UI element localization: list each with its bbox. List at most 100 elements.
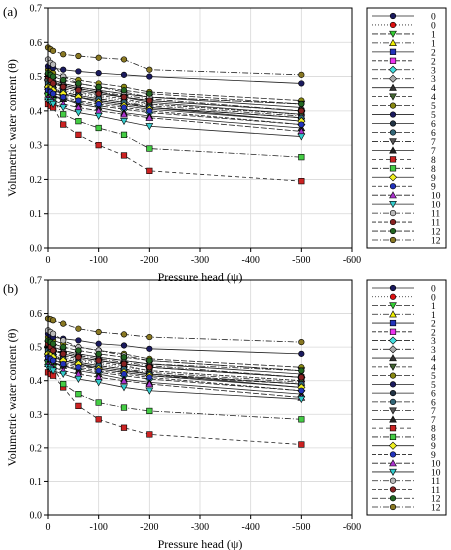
x-tick-label: -600 [343, 255, 361, 266]
data-point [95, 90, 102, 97]
legend-marker [389, 111, 397, 118]
x-tick-label: -300 [191, 255, 209, 266]
data-point [94, 379, 103, 387]
legend-entry: 2 [372, 320, 436, 330]
y-axis-title: Volumetric water content (θ) [5, 329, 19, 467]
data-point [75, 97, 82, 104]
data-point [94, 112, 103, 120]
legend-marker [389, 415, 397, 423]
legend-label: 6 [431, 129, 436, 139]
data-point [75, 87, 82, 94]
legend-label: 10 [431, 468, 441, 478]
data-point [74, 109, 83, 117]
legend-label: 12 [431, 504, 441, 514]
legend-label: 8 [431, 425, 436, 435]
data-point [75, 68, 82, 75]
data-point [95, 83, 102, 90]
data-point [49, 47, 57, 54]
legend-entry: 12 [372, 495, 441, 505]
data-point [298, 441, 305, 448]
data-point [297, 133, 306, 141]
data-point [60, 337, 67, 344]
data-point [95, 357, 102, 364]
x-tick-label: 0 [46, 255, 51, 266]
legend-label: 5 [431, 102, 436, 112]
data-point [49, 340, 57, 347]
legend-entry: 10 [372, 468, 441, 478]
data-point [60, 66, 67, 73]
series-line [47, 47, 302, 76]
data-point [146, 145, 153, 152]
legend-entry: 3 [372, 74, 436, 85]
legend-marker [388, 74, 398, 83]
legend-marker [389, 398, 397, 405]
legend-marker [389, 48, 397, 55]
legend-entry: 7 [372, 415, 436, 426]
y-tick-label: 0.6 [30, 309, 43, 320]
legend-label: 12 [431, 495, 441, 505]
legend-label: 7 [431, 138, 436, 148]
data-point [298, 100, 305, 108]
data-point [60, 344, 67, 351]
legend-label: 6 [431, 390, 436, 400]
legend-marker [389, 319, 397, 327]
legend-entry: 8 [372, 433, 436, 443]
legend-marker [389, 486, 397, 493]
data-point [145, 123, 154, 131]
data-point [145, 113, 154, 121]
legend-label: 3 [431, 346, 436, 356]
series-12 [44, 315, 305, 346]
legend-entry: 2 [372, 328, 436, 338]
y-tick-label: 0.2 [30, 443, 43, 454]
legend-entry: 8 [372, 156, 436, 166]
data-point [95, 399, 102, 406]
legend-entry: 4 [372, 354, 436, 365]
data-point [146, 66, 153, 73]
y-tick-label: 0.3 [30, 410, 43, 421]
data-point [75, 391, 82, 398]
legend-entry: 11 [372, 486, 440, 496]
legend-label: 7 [431, 407, 436, 417]
data-point [120, 110, 128, 118]
series-line [47, 343, 302, 378]
x-tick-label: -400 [241, 255, 259, 266]
legend-marker [389, 138, 397, 146]
legend-marker [389, 183, 397, 190]
legend-marker [389, 12, 397, 20]
series-5 [44, 63, 305, 87]
data-point [298, 416, 305, 423]
series-line [47, 76, 302, 112]
data-point [49, 100, 57, 108]
y-tick-label: 0.6 [30, 38, 43, 49]
data-point [75, 364, 82, 371]
legend-label: 5 [431, 381, 436, 391]
legend-label: 0 [431, 293, 436, 303]
data-point [60, 380, 67, 388]
data-point [120, 71, 128, 78]
series-line [47, 343, 302, 372]
data-point [49, 367, 57, 375]
series-line [47, 353, 302, 388]
legend-label: 8 [431, 156, 436, 166]
y-tick-label: 0.3 [30, 141, 43, 152]
legend-entry: 5 [372, 102, 436, 112]
legend-marker [389, 210, 397, 217]
legend-entry: 3 [372, 336, 436, 347]
data-point [146, 364, 153, 371]
legend-label: 7 [431, 416, 436, 426]
legend-label: 10 [431, 460, 441, 470]
data-point [298, 367, 305, 374]
data-point [75, 354, 82, 361]
series-line [47, 69, 302, 101]
legend-label: 1 [431, 302, 436, 312]
data-point [95, 367, 102, 374]
series-line [47, 76, 302, 105]
legend-entry: 11 [372, 477, 440, 487]
data-point [298, 339, 305, 346]
legend-entry: 9 [372, 173, 436, 184]
legend-marker [389, 38, 397, 46]
legend-marker [389, 477, 397, 484]
grid-lines [47, 279, 353, 516]
legend-entry: 10 [372, 191, 441, 202]
